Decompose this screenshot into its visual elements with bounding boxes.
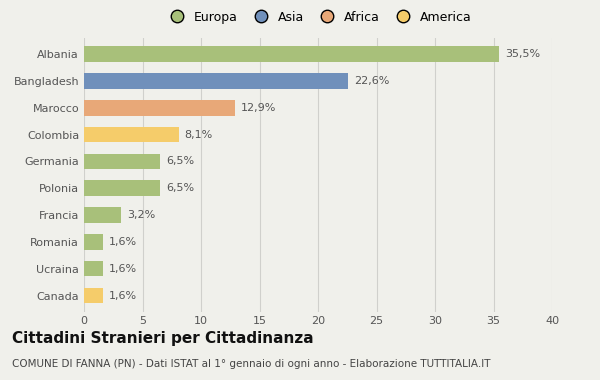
Bar bbox=[84, 261, 103, 277]
Bar bbox=[84, 234, 103, 250]
Text: COMUNE DI FANNA (PN) - Dati ISTAT al 1° gennaio di ogni anno - Elaborazione TUTT: COMUNE DI FANNA (PN) - Dati ISTAT al 1° … bbox=[12, 359, 491, 369]
Bar bbox=[84, 207, 121, 223]
Text: 22,6%: 22,6% bbox=[354, 76, 389, 86]
Text: Cittadini Stranieri per Cittadinanza: Cittadini Stranieri per Cittadinanza bbox=[12, 331, 314, 345]
Text: 1,6%: 1,6% bbox=[109, 264, 137, 274]
Bar bbox=[84, 100, 235, 116]
Text: 6,5%: 6,5% bbox=[166, 183, 194, 193]
Text: 1,6%: 1,6% bbox=[109, 290, 137, 301]
Bar bbox=[84, 154, 160, 169]
Text: 8,1%: 8,1% bbox=[185, 130, 213, 139]
Text: 12,9%: 12,9% bbox=[241, 103, 276, 113]
Text: 6,5%: 6,5% bbox=[166, 157, 194, 166]
Legend: Europa, Asia, Africa, America: Europa, Asia, Africa, America bbox=[161, 8, 475, 26]
Text: 3,2%: 3,2% bbox=[127, 210, 155, 220]
Text: 1,6%: 1,6% bbox=[109, 237, 137, 247]
Bar bbox=[84, 127, 179, 142]
Bar bbox=[84, 73, 349, 89]
Bar bbox=[84, 46, 499, 62]
Bar bbox=[84, 288, 103, 303]
Bar bbox=[84, 180, 160, 196]
Text: 35,5%: 35,5% bbox=[505, 49, 541, 59]
